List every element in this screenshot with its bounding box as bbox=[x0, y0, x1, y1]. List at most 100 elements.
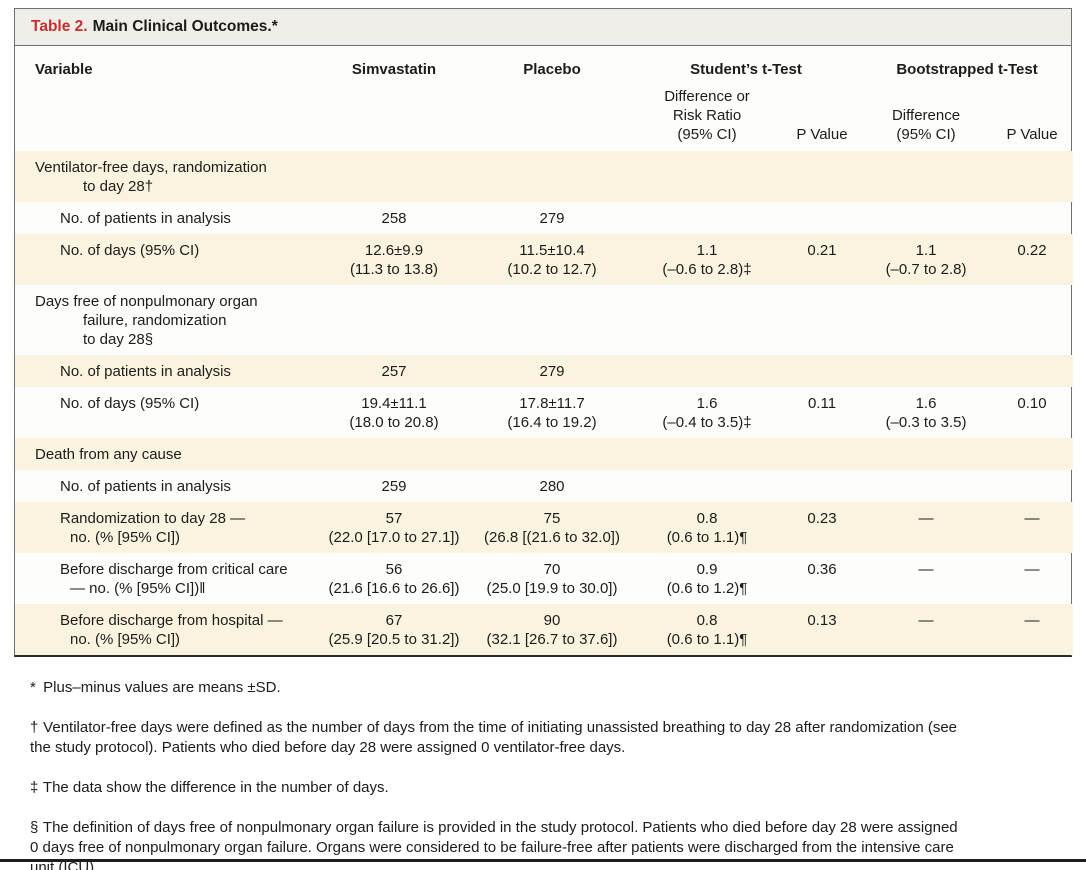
column-header-diff-risk-ratio: Difference or Risk Ratio (95% CI) bbox=[664, 88, 750, 143]
column-group-bootstrapped-t-test: Bootstrapped t-Test bbox=[896, 61, 1038, 78]
cell-variable: Before discharge from critical care — no… bbox=[60, 561, 288, 597]
cell-diff-risk-ratio bbox=[631, 202, 783, 234]
cell-p-value-1 bbox=[783, 438, 862, 470]
section-row: Death from any cause bbox=[15, 438, 1074, 470]
cell-p-value-1: 0.13 bbox=[783, 604, 862, 655]
cell-simvastatin: 12.6±9.9 (11.3 to 13.8) bbox=[315, 234, 473, 285]
cell-p-value-1: 0.36 bbox=[807, 561, 837, 578]
table-row: Randomization to day 28 — no. (% [95% CI… bbox=[15, 502, 1074, 553]
cell-p-value-2: — bbox=[1024, 561, 1040, 578]
column-header-placebo: Placebo bbox=[523, 61, 581, 78]
section-row: Days free of nonpulmonary organ failure,… bbox=[15, 285, 1073, 355]
table-title-text: Main Clinical Outcomes.* bbox=[92, 18, 278, 35]
table-row: No. of patients in analysis 257 279 bbox=[15, 355, 1074, 387]
cell-simvastatin bbox=[315, 285, 473, 355]
section-row: Ventilator-free days, randomization to d… bbox=[15, 151, 1074, 202]
cell-placebo: 70 (25.0 [19.9 to 30.0]) bbox=[486, 561, 618, 597]
cell-difference: 1.1 (–0.7 to 2.8) bbox=[861, 234, 992, 285]
footnote-text: Plus–minus values are means ±SD. bbox=[43, 679, 281, 696]
cell-p-value-2 bbox=[991, 285, 1073, 355]
cell-simvastatin: 19.4±11.1 (18.0 to 20.8) bbox=[349, 395, 439, 431]
table-row: Before discharge from critical care — no… bbox=[15, 553, 1073, 604]
cell-placebo bbox=[473, 285, 631, 355]
cell-p-value-1: 0.11 bbox=[807, 395, 837, 412]
cell-difference: — bbox=[918, 561, 934, 578]
column-group-students-t-test: Student’s t-Test bbox=[690, 61, 802, 78]
cell-p-value-2: — bbox=[991, 502, 1074, 553]
cell-diff-risk-ratio bbox=[631, 438, 783, 470]
cell-p-value-2 bbox=[991, 355, 1074, 387]
cell-difference bbox=[861, 470, 991, 502]
cell-p-value-2 bbox=[991, 438, 1074, 470]
table-row: No. of days (95% CI) 19.4±11.1 (18.0 to … bbox=[15, 387, 1073, 438]
cell-variable: No. of days (95% CI) bbox=[60, 395, 200, 412]
cell-variable: Ventilator-free days, randomization to d… bbox=[15, 151, 315, 202]
cell-p-value-1: 0.21 bbox=[783, 234, 862, 285]
cell-p-value-2 bbox=[991, 151, 1074, 202]
footnote-text: The data show the difference in the numb… bbox=[42, 779, 389, 796]
cell-placebo bbox=[473, 438, 631, 470]
cell-simvastatin bbox=[315, 151, 473, 202]
cell-placebo: 279 bbox=[473, 355, 631, 387]
cell-p-value-1 bbox=[783, 285, 861, 355]
cell-difference bbox=[861, 355, 992, 387]
column-header-p-value-2: P Value bbox=[1006, 126, 1058, 143]
footnote-marker: † bbox=[30, 719, 39, 736]
cell-p-value-1 bbox=[783, 470, 861, 502]
cell-simvastatin: 257 bbox=[315, 355, 473, 387]
cell-diff-risk-ratio: 0.9 (0.6 to 1.2)¶ bbox=[666, 561, 748, 597]
table-number: Table 2. bbox=[31, 18, 88, 35]
cell-variable: Death from any cause bbox=[15, 438, 315, 470]
clinical-outcomes-table: Table 2. Main Clinical Outcomes.* Variabl… bbox=[14, 8, 1074, 657]
column-header-simvastatin: Simvastatin bbox=[351, 61, 437, 78]
cell-placebo: 280 bbox=[539, 478, 565, 495]
cell-difference bbox=[861, 202, 991, 234]
cell-p-value-2 bbox=[991, 202, 1073, 234]
cell-p-value-2 bbox=[991, 470, 1073, 502]
footnote-double-dagger: ‡ The data show the difference in the nu… bbox=[14, 758, 1076, 798]
cell-simvastatin: 57 (22.0 [17.0 to 27.1]) bbox=[315, 502, 473, 553]
table-title: Table 2. Main Clinical Outcomes.* bbox=[15, 9, 1071, 46]
cell-placebo bbox=[473, 151, 631, 202]
footnote-text: Ventilator-free days were defined as the… bbox=[30, 719, 958, 756]
cell-placebo: 90 (32.1 [26.7 to 37.6]) bbox=[473, 604, 631, 655]
cell-difference: 1.6 (–0.3 to 3.5) bbox=[885, 395, 967, 431]
cell-p-value-2: 0.10 bbox=[1017, 395, 1047, 412]
column-header-p-value-1: P Value bbox=[796, 126, 848, 143]
cell-variable: Before discharge from hospital — no. (% … bbox=[15, 604, 315, 655]
cell-placebo: 279 bbox=[539, 210, 565, 227]
cell-diff-risk-ratio: 0.8 (0.6 to 1.1)¶ bbox=[631, 604, 783, 655]
cell-p-value-2: — bbox=[991, 604, 1074, 655]
cell-diff-risk-ratio: 1.6 (–0.4 to 3.5)‡ bbox=[662, 395, 752, 431]
cell-variable: No. of days (95% CI) bbox=[15, 234, 315, 285]
cell-difference: — bbox=[861, 502, 992, 553]
footnote-dagger: † Ventilator-free days were defined as t… bbox=[14, 698, 1076, 758]
cell-p-value-1: 0.23 bbox=[783, 502, 862, 553]
footnote-marker: § bbox=[30, 819, 39, 836]
cell-difference bbox=[861, 151, 992, 202]
cell-diff-risk-ratio bbox=[631, 355, 783, 387]
bottom-rule bbox=[0, 859, 1086, 862]
cell-simvastatin bbox=[315, 438, 473, 470]
footnote-section: § The definition of days free of nonpulm… bbox=[14, 798, 1076, 870]
table-row: No. of patients in analysis 259 280 bbox=[15, 470, 1073, 502]
cell-difference: — bbox=[861, 604, 992, 655]
table-row: Before discharge from hospital — no. (% … bbox=[15, 604, 1074, 655]
cell-p-value-1 bbox=[783, 202, 861, 234]
cell-diff-risk-ratio bbox=[631, 285, 783, 355]
cell-variable: Randomization to day 28 — no. (% [95% CI… bbox=[15, 502, 315, 553]
cell-p-value-1 bbox=[783, 151, 862, 202]
cell-difference bbox=[861, 438, 992, 470]
cell-simvastatin: 67 (25.9 [20.5 to 31.2]) bbox=[315, 604, 473, 655]
footnote-marker: * bbox=[30, 679, 36, 696]
footnote-asterisk: * Plus–minus values are means ±SD. bbox=[14, 658, 1076, 698]
cell-difference bbox=[861, 285, 991, 355]
table-row: No. of days (95% CI) 12.6±9.9 (11.3 to 1… bbox=[15, 234, 1074, 285]
footnotes: * Plus–minus values are means ±SD. † Ven… bbox=[14, 658, 1076, 870]
cell-placebo: 17.8±11.7 (16.4 to 19.2) bbox=[507, 395, 597, 431]
cell-simvastatin: 259 bbox=[381, 478, 407, 495]
cell-diff-risk-ratio: 0.8 (0.6 to 1.1)¶ bbox=[631, 502, 783, 553]
outcomes-table: Variable Simvastatin Placebo Student’s t… bbox=[15, 46, 1074, 655]
cell-variable: No. of patients in analysis bbox=[60, 478, 231, 495]
